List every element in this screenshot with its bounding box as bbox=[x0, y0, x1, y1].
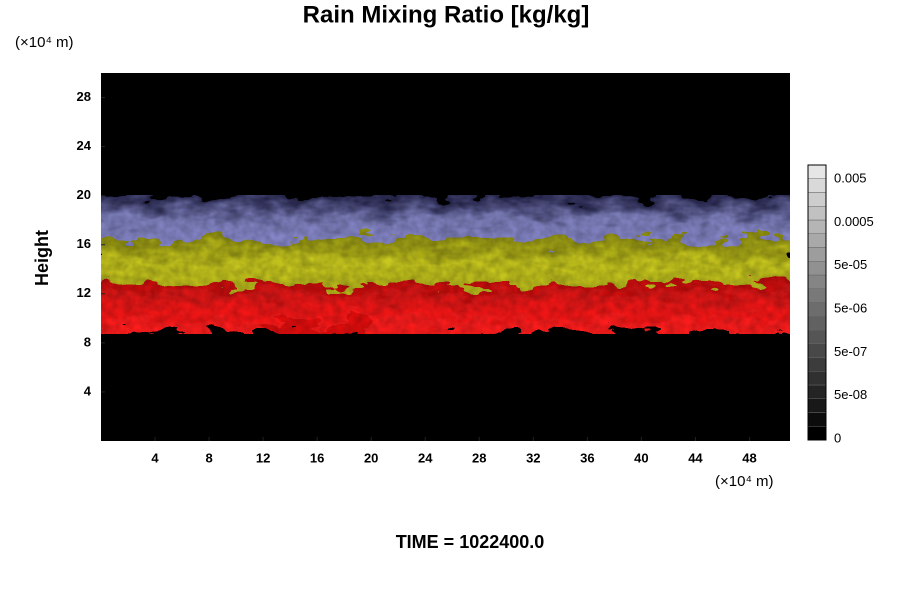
y-tick-label: 8 bbox=[84, 334, 91, 349]
colorbar-label: 5e-08 bbox=[834, 387, 867, 402]
colorbar-step bbox=[807, 412, 827, 427]
x-tick-label: 44 bbox=[688, 450, 703, 465]
y-tick-label: 4 bbox=[84, 383, 92, 398]
colorbar-step bbox=[807, 192, 827, 207]
colorbar: 0.005 0.0005 5e-05 5e-06 5e-07 5e-08 0 bbox=[807, 164, 874, 445]
y-axis-label: Height bbox=[32, 230, 52, 286]
colorbar-step bbox=[807, 384, 827, 399]
footer: TIME = 1022400.0 bbox=[396, 532, 545, 552]
colorbar-step bbox=[807, 233, 827, 248]
x-tick-label: 24 bbox=[418, 450, 433, 465]
x-tick-label: 4 bbox=[151, 450, 159, 465]
colorbar-step bbox=[807, 274, 827, 289]
colorbar-step bbox=[807, 261, 827, 276]
colorbar-label: 5e-06 bbox=[834, 300, 867, 315]
colorbar-label: 0.005 bbox=[834, 170, 867, 185]
y-tick-label: 12 bbox=[77, 285, 91, 300]
plot-image bbox=[101, 73, 790, 441]
colorbar-label: 5e-07 bbox=[834, 344, 867, 359]
x-tick-label: 8 bbox=[205, 450, 212, 465]
chart-title: Rain Mixing Ratio [kg/kg] bbox=[303, 1, 590, 28]
x-tick-label: 20 bbox=[364, 450, 378, 465]
colorbar-step bbox=[807, 343, 827, 358]
colorbar-step bbox=[807, 164, 827, 179]
colorbar-label: 0 bbox=[834, 430, 841, 445]
texture bbox=[101, 180, 790, 350]
colorbar-step bbox=[807, 371, 827, 386]
colorbar-step bbox=[807, 219, 827, 234]
colorbar-step bbox=[807, 288, 827, 303]
colorbar-step bbox=[807, 426, 827, 441]
colorbar-step bbox=[807, 357, 827, 372]
x-unit: (×10⁴ m) bbox=[715, 473, 774, 490]
colorbar-label: 0.0005 bbox=[834, 214, 874, 229]
colorbar-step bbox=[807, 206, 827, 221]
colorbar-step bbox=[807, 302, 827, 317]
colorbar-step bbox=[807, 329, 827, 344]
x-tick-label: 28 bbox=[472, 450, 486, 465]
x-tick-label: 48 bbox=[742, 450, 756, 465]
colorbar-step bbox=[807, 178, 827, 193]
x-tick-label: 12 bbox=[256, 450, 270, 465]
y-tick-label: 24 bbox=[77, 138, 92, 153]
colorbar-label: 5e-05 bbox=[834, 257, 867, 272]
colorbar-step bbox=[807, 247, 827, 262]
colorbar-step bbox=[807, 316, 827, 331]
x-tick-label: 16 bbox=[310, 450, 324, 465]
y-tick-label: 20 bbox=[77, 187, 91, 202]
x-tick-label: 40 bbox=[634, 450, 648, 465]
y-tick-label: 16 bbox=[77, 236, 91, 251]
y-unit: (×10⁴ m) bbox=[15, 34, 74, 51]
colorbar-frame bbox=[807, 164, 827, 441]
colorbar-step bbox=[807, 398, 827, 413]
x-tick-label: 36 bbox=[580, 450, 594, 465]
y-tick-label: 28 bbox=[77, 89, 91, 104]
x-tick-label: 32 bbox=[526, 450, 540, 465]
